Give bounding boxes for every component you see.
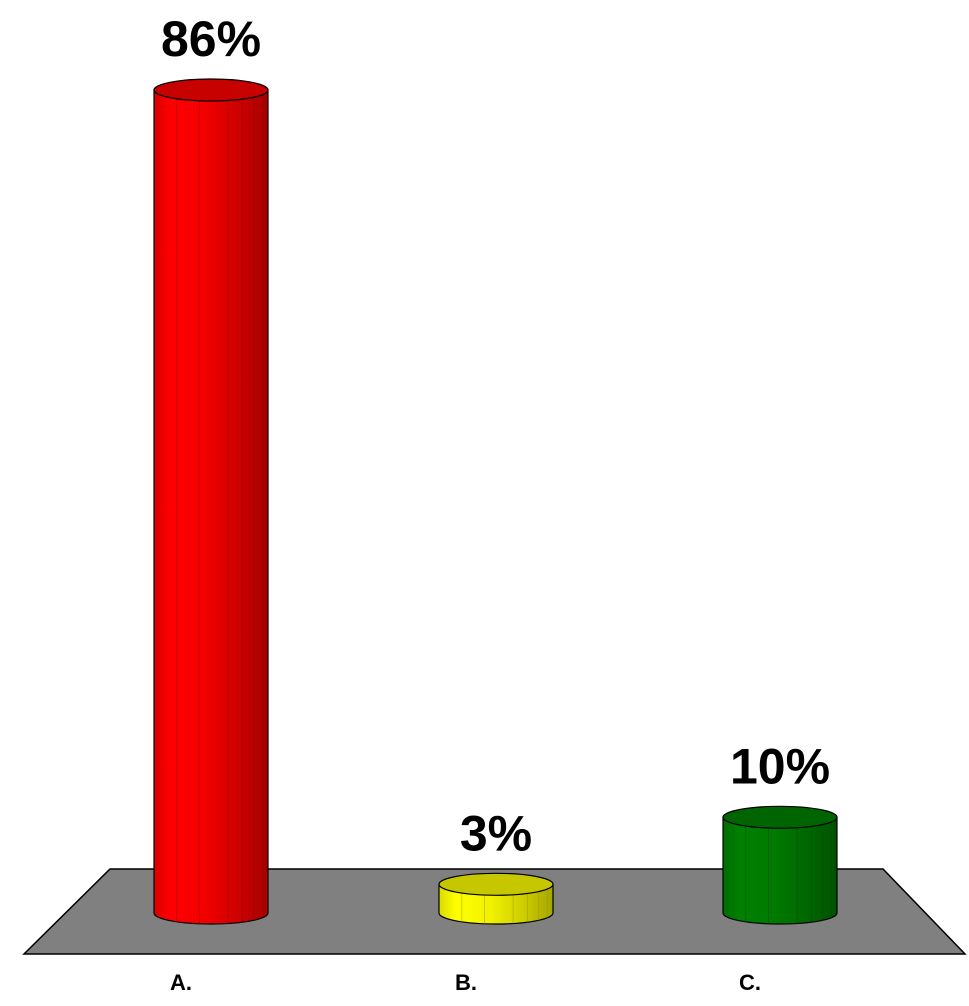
bar-a-body	[153, 89, 269, 925]
category-label-c: C.	[739, 970, 761, 995]
bar-b-top	[438, 872, 554, 896]
value-label-a: 86%	[161, 11, 261, 67]
bar-c	[722, 805, 838, 925]
bars-group	[153, 78, 838, 925]
bar-b	[438, 872, 554, 925]
value-labels-group: 86% 3% 10%	[161, 11, 830, 861]
bar-b-facets	[461, 889, 548, 924]
bar-c-body	[722, 816, 838, 925]
bar-a-top	[153, 78, 269, 102]
bar-c-facets	[745, 822, 832, 924]
bar-c-top	[722, 805, 838, 829]
bar-a	[153, 78, 269, 925]
value-label-c: 10%	[730, 738, 830, 794]
category-label-b: B.	[455, 970, 477, 995]
bar-a-facets	[176, 94, 263, 924]
category-label-a: A.	[170, 970, 192, 995]
value-label-b: 3%	[460, 805, 532, 861]
category-labels-group: A. B. C.	[170, 970, 761, 995]
